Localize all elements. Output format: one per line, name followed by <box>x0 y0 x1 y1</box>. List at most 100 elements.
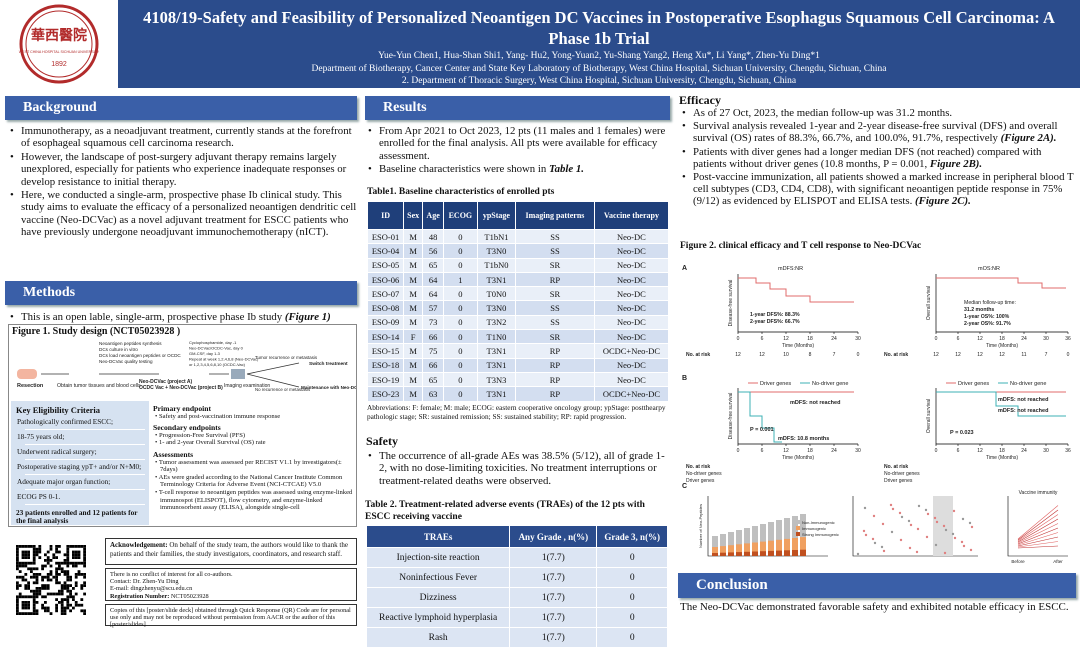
arrow <box>246 362 300 375</box>
cell: Neo-DC <box>593 257 670 273</box>
qr-module <box>49 578 53 582</box>
thumb-point <box>871 537 875 541</box>
qr-module <box>18 592 22 596</box>
cell: 0 <box>596 547 668 568</box>
qr-module <box>16 559 19 562</box>
qr-module <box>38 545 42 548</box>
qr-module <box>44 564 47 568</box>
km-curve <box>738 277 854 303</box>
cell: 0 <box>442 243 478 259</box>
thumb-point <box>899 538 903 542</box>
cell: Neo-DC <box>593 357 670 373</box>
qr-module <box>41 587 44 590</box>
flow-icon <box>17 369 37 379</box>
x-tick-label: 18 <box>807 448 813 454</box>
annotation: 1-year OS%: 100% <box>964 314 1010 320</box>
at-risk-value: 12 <box>977 352 983 358</box>
row: ESO-19 M 65 0 T3N3 RP Neo-DC <box>366 371 670 388</box>
qr-module <box>77 545 81 548</box>
cell: 1(7.7) <box>509 547 598 568</box>
section-header: Results <box>365 96 670 120</box>
qr-module <box>69 595 72 599</box>
qr-module <box>74 561 78 565</box>
qr-module <box>52 575 56 579</box>
thumb-point <box>909 523 913 527</box>
bullet-ref: (Figure 1) <box>284 311 331 323</box>
thumb-line <box>1017 514 1059 542</box>
thumb-point <box>951 532 955 536</box>
thumb-point <box>863 506 867 510</box>
qr-module <box>74 581 78 585</box>
endpoint-item: • Progression-Free Survival (PFS) <box>155 431 246 439</box>
cell: M <box>403 243 424 259</box>
qr-module <box>58 589 61 593</box>
cell: 65 <box>422 371 444 388</box>
qr-module <box>18 584 22 587</box>
qr-module <box>41 564 44 568</box>
qr-module <box>74 603 78 607</box>
qr-module <box>58 561 61 565</box>
cell: 1(7.7) <box>509 567 598 588</box>
annotation: mDFS: not reached <box>998 408 1048 414</box>
cell: 0 <box>596 567 668 588</box>
legend-swatch <box>796 520 800 524</box>
qr-module <box>55 573 58 576</box>
qr-module <box>44 609 47 613</box>
qr-module <box>35 578 39 582</box>
section-header: Conclusion <box>678 573 1076 598</box>
cell: 0 <box>596 627 668 648</box>
qr-module <box>27 587 30 590</box>
thumb-bar <box>784 518 790 556</box>
qr-module <box>18 564 22 568</box>
qr-module <box>69 575 72 579</box>
row: Dizziness 1(7.7) 0 <box>365 587 668 608</box>
thumb-point <box>873 541 877 545</box>
qr-module <box>18 570 22 573</box>
qr-code <box>16 545 86 615</box>
qr-module <box>27 567 30 571</box>
thumb-point <box>880 545 884 549</box>
thumb-bar <box>768 550 774 556</box>
abbreviations: Abbreviations: F: female; M: male; ECOG:… <box>367 403 666 421</box>
qr-module <box>30 595 33 599</box>
legend-label: Immunogenic <box>802 526 826 531</box>
figure-title: Figure 1. Study design (NCT05023928 ) <box>12 326 181 337</box>
qr-module <box>38 592 42 596</box>
qr-module <box>30 589 33 593</box>
at-risk-group: Driver genes <box>686 478 715 484</box>
qr-module <box>46 559 50 562</box>
qr-module <box>18 545 22 548</box>
registration: Registration Number: NCT05023928 <box>110 593 352 600</box>
cell: RP <box>515 386 595 402</box>
qr-module <box>74 573 78 576</box>
qr-module <box>63 612 67 615</box>
thumb-bar <box>792 538 798 556</box>
qr-module <box>46 592 50 596</box>
at-risk-value: 10 <box>783 352 789 358</box>
qr-module <box>55 606 58 610</box>
cell: SS <box>515 243 595 259</box>
qr-module <box>52 553 56 557</box>
flow-label: Maintenance with Neo-DCVac <box>301 385 356 390</box>
qr-module <box>16 564 19 568</box>
qr-module <box>21 578 25 582</box>
thumb-bar <box>736 552 742 556</box>
row: ESO-07 M 64 0 T0N0 SR Neo-DC <box>366 286 670 302</box>
qr-module <box>27 606 30 610</box>
qr-module <box>32 553 36 557</box>
qr-module <box>38 573 42 576</box>
qr-module <box>41 578 44 582</box>
qr-module <box>16 581 19 585</box>
criterion: ECOG PS 0-1. <box>17 493 145 506</box>
cell: 1 <box>442 271 478 288</box>
qr-module <box>80 609 84 613</box>
cell: 64 <box>422 286 444 302</box>
qr-module <box>60 567 64 571</box>
y-axis-label: Number of Neo-Peptides <box>698 504 703 548</box>
cell: Noninfectious Fever <box>365 567 511 588</box>
qr-module <box>72 561 75 565</box>
qr-module <box>41 575 44 579</box>
qr-module <box>32 606 36 610</box>
qr-module <box>32 567 36 571</box>
qr-module <box>16 575 19 579</box>
